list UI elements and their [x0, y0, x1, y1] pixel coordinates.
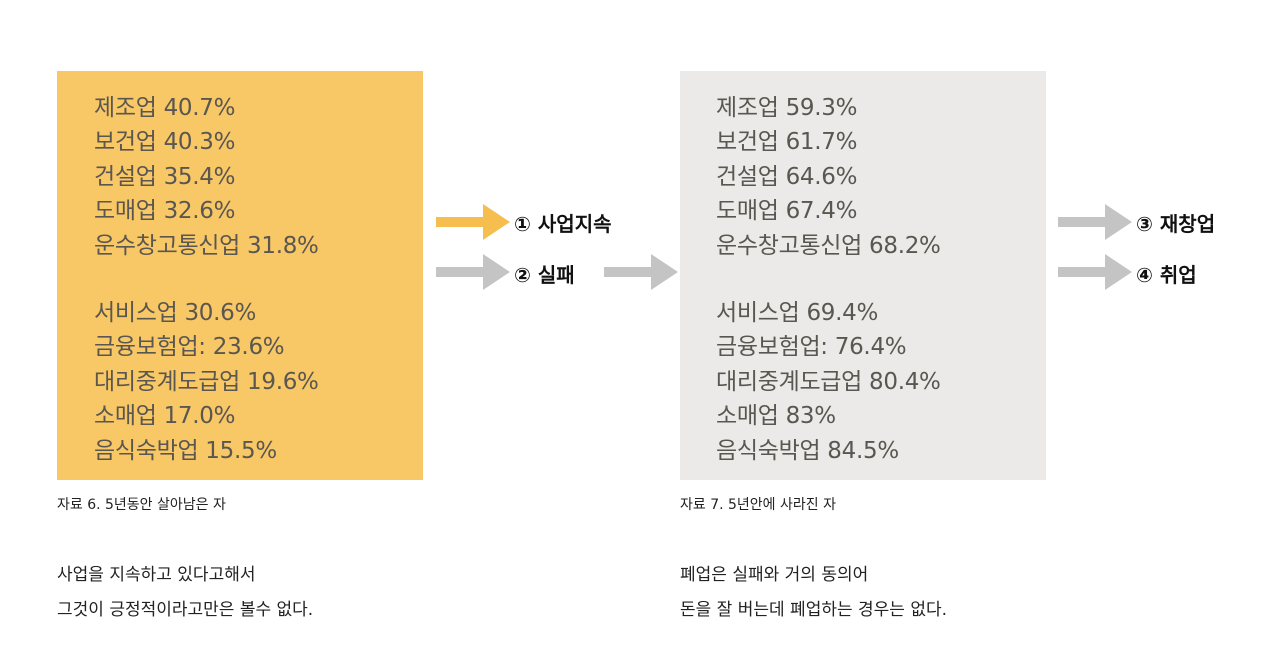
list-item: 운수창고통신업 31.8% — [94, 232, 319, 259]
note-line: 돈을 잘 버는데 폐업하는 경우는 없다. — [680, 600, 948, 620]
survived-box: 제조업 40.7% 보건업 40.3% 건설업 35.4% 도매업 32.6% … — [57, 71, 423, 480]
continue-business-label: ① 사업지속 — [514, 212, 612, 236]
list-item: 도매업 67.4% — [716, 198, 858, 225]
list-item: 도매업 32.6% — [94, 198, 236, 225]
list-item: 서비스업 69.4% — [716, 300, 879, 327]
restart-business-label: ③ 재창업 — [1136, 212, 1216, 236]
list-item: 대리중계도급업 80.4% — [716, 368, 941, 395]
note-line: 사업을 지속하고 있다고해서 — [57, 565, 256, 585]
list-item: 금융보험업: 76.4% — [716, 334, 907, 361]
arrow-right-icon — [604, 254, 678, 290]
survived-list: 제조업 40.7% 보건업 40.3% 건설업 35.4% 도매업 32.6% … — [94, 91, 319, 468]
arrow-right-icon — [436, 254, 510, 290]
list-item: 운수창고통신업 68.2% — [716, 232, 941, 259]
note-line: 폐업은 실패와 거의 동의어 — [680, 565, 869, 585]
note-line: 그것이 긍정적이라고만은 볼수 없다. — [57, 600, 314, 620]
arrow-right-icon — [436, 204, 510, 240]
note-left: 사업을 지속하고 있다고해서 그것이 긍정적이라고만은 볼수 없다. — [57, 558, 313, 628]
list-item: 건설업 35.4% — [94, 163, 236, 190]
list-item: 음식숙박업 84.5% — [716, 437, 899, 464]
list-item: 보건업 40.3% — [94, 129, 236, 156]
list-item: 대리중계도급업 19.6% — [94, 368, 319, 395]
list-item: 제조업 40.7% — [94, 95, 236, 121]
list-item: 보건업 61.7% — [716, 129, 858, 156]
list-item: 소매업 83% — [716, 403, 836, 430]
arrow-right-icon — [1058, 254, 1132, 290]
arrow-right-icon — [1058, 204, 1132, 240]
caption-right: 자료 7. 5년안에 사라진 자 — [680, 497, 836, 513]
failure-label: ② 실패 — [514, 263, 575, 287]
list-item: 소매업 17.0% — [94, 403, 236, 430]
list-item: 건설업 64.6% — [716, 163, 858, 190]
note-right: 폐업은 실패와 거의 동의어 돈을 잘 버는데 폐업하는 경우는 없다. — [680, 558, 947, 628]
closed-box: 제조업 59.3% 보건업 61.7% 건설업 64.6% 도매업 67.4% … — [680, 71, 1046, 480]
list-item: 서비스업 30.6% — [94, 300, 257, 327]
employment-label: ④ 취업 — [1136, 263, 1197, 287]
list-item: 금융보험업: 23.6% — [94, 334, 285, 361]
list-item: 제조업 59.3% — [716, 95, 858, 121]
list-item: 음식숙박업 15.5% — [94, 437, 277, 464]
caption-left: 자료 6. 5년동안 살아남은 자 — [57, 497, 226, 513]
closed-list: 제조업 59.3% 보건업 61.7% 건설업 64.6% 도매업 67.4% … — [716, 91, 941, 468]
